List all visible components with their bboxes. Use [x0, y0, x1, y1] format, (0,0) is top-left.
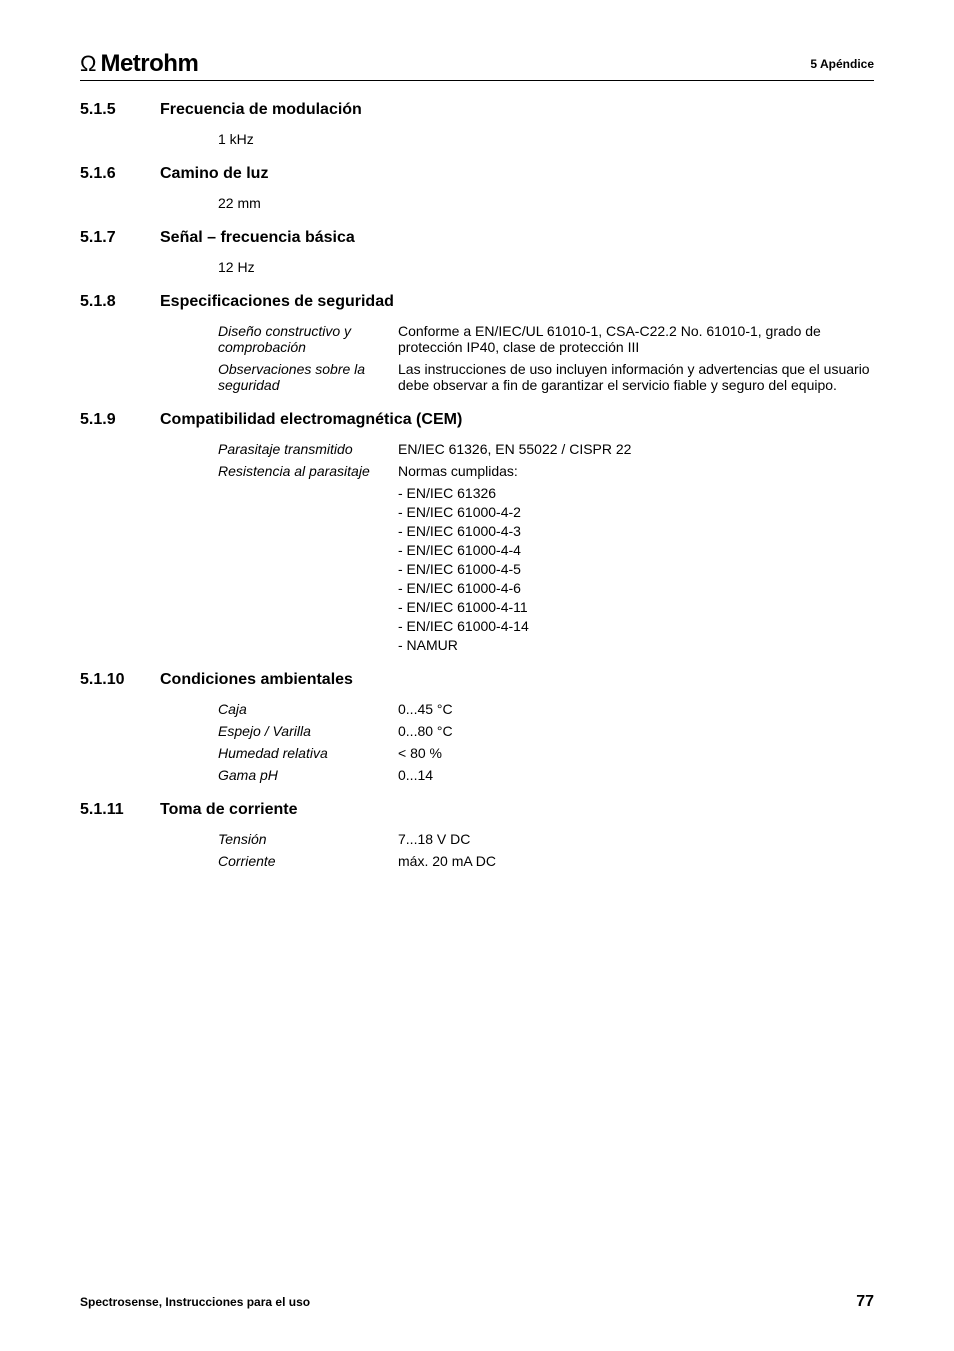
section-number: 5.1.10 — [80, 671, 142, 689]
section-header: 5.1.8 Especificaciones de seguridad — [80, 293, 874, 311]
list-item: - EN/IEC 61000-4-5 — [398, 561, 874, 577]
spec-value: 0...14 — [398, 767, 874, 783]
section-number: 5.1.8 — [80, 293, 142, 311]
list-item: - EN/IEC 61000-4-14 — [398, 618, 874, 634]
spec-value: máx. 20 mA DC — [398, 853, 874, 869]
section-header: 5.1.7 Señal – frecuencia básica — [80, 229, 874, 247]
spec-row: Gama pH 0...14 — [218, 767, 874, 783]
logo-text: Metrohm — [100, 50, 198, 78]
spec-value: 0...45 °C — [398, 701, 874, 717]
section-number: 5.1.6 — [80, 165, 142, 183]
section-number: 5.1.9 — [80, 411, 142, 429]
page-header: Ω Metrohm 5 Apéndice — [80, 50, 874, 81]
section-header: 5.1.10 Condiciones ambientales — [80, 671, 874, 689]
section-5-1-5: 5.1.5 Frecuencia de modulación 1 kHz — [80, 101, 874, 147]
list-item: - EN/IEC 61000-4-11 — [398, 599, 874, 615]
section-header: 5.1.6 Camino de luz — [80, 165, 874, 183]
spec-value: 7...18 V DC — [398, 831, 874, 847]
chapter-label: 5 Apéndice — [810, 57, 874, 71]
page-footer: Spectrosense, Instrucciones para el uso … — [80, 1293, 874, 1311]
list-item: - EN/IEC 61326 — [398, 485, 874, 501]
section-number: 5.1.7 — [80, 229, 142, 247]
spec-row: Tensión 7...18 V DC — [218, 831, 874, 847]
section-content: 22 mm — [218, 195, 874, 211]
spec-label: Gama pH — [218, 767, 398, 783]
section-title: Toma de corriente — [160, 801, 298, 819]
spec-row: Humedad relativa < 80 % — [218, 745, 874, 761]
spec-label: Observaciones sobre la seguridad — [218, 361, 398, 393]
spec-label: Tensión — [218, 831, 398, 847]
section-title: Señal – frecuencia básica — [160, 229, 355, 247]
spec-value: 0...80 °C — [398, 723, 874, 739]
section-5-1-6: 5.1.6 Camino de luz 22 mm — [80, 165, 874, 211]
spec-value: Normas cumplidas: — [398, 463, 874, 479]
section-5-1-10: 5.1.10 Condiciones ambientales Caja 0...… — [80, 671, 874, 783]
section-number: 5.1.11 — [80, 801, 142, 819]
section-title: Condiciones ambientales — [160, 671, 353, 689]
section-title: Especificaciones de seguridad — [160, 293, 394, 311]
spec-label: Diseño constructivo y comprobación — [218, 323, 398, 355]
spec-value: < 80 % — [398, 745, 874, 761]
logo-omega-icon: Ω — [80, 51, 96, 77]
list-item: - EN/IEC 61000-4-3 — [398, 523, 874, 539]
section-5-1-11: 5.1.11 Toma de corriente Tensión 7...18 … — [80, 801, 874, 869]
section-header: 5.1.9 Compatibilidad electromagnética (C… — [80, 411, 874, 429]
section-5-1-7: 5.1.7 Señal – frecuencia básica 12 Hz — [80, 229, 874, 275]
spec-label: Corriente — [218, 853, 398, 869]
section-content: 12 Hz — [218, 259, 874, 275]
spec-row: Parasitaje transmitido EN/IEC 61326, EN … — [218, 441, 874, 457]
section-5-1-8: 5.1.8 Especificaciones de seguridad Dise… — [80, 293, 874, 393]
section-header: 5.1.11 Toma de corriente — [80, 801, 874, 819]
page-number: 77 — [856, 1293, 874, 1311]
footer-text: Spectrosense, Instrucciones para el uso — [80, 1295, 310, 1309]
spec-label: Parasitaje transmitido — [218, 441, 398, 457]
spec-label: Caja — [218, 701, 398, 717]
spec-label: Resistencia al parasitaje — [218, 463, 398, 479]
spec-row: Observaciones sobre la seguridad Las ins… — [218, 361, 874, 393]
spec-value: Las instrucciones de uso incluyen inform… — [398, 361, 874, 393]
spec-label: Espejo / Varilla — [218, 723, 398, 739]
spec-row: Espejo / Varilla 0...80 °C — [218, 723, 874, 739]
list-item: - EN/IEC 61000-4-4 — [398, 542, 874, 558]
spec-row: Resistencia al parasitaje Normas cumplid… — [218, 463, 874, 479]
spec-value: Conforme a EN/IEC/UL 61010-1, CSA-C22.2 … — [398, 323, 874, 355]
section-number: 5.1.5 — [80, 101, 142, 119]
section-5-1-9: 5.1.9 Compatibilidad electromagnética (C… — [80, 411, 874, 653]
list-item: - EN/IEC 61000-4-2 — [398, 504, 874, 520]
section-title: Camino de luz — [160, 165, 268, 183]
section-header: 5.1.5 Frecuencia de modulación — [80, 101, 874, 119]
spec-value: EN/IEC 61326, EN 55022 / CISPR 22 — [398, 441, 874, 457]
spec-row: Caja 0...45 °C — [218, 701, 874, 717]
list-item: - NAMUR — [398, 637, 874, 653]
logo: Ω Metrohm — [80, 50, 198, 78]
section-title: Frecuencia de modulación — [160, 101, 362, 119]
list-item: - EN/IEC 61000-4-6 — [398, 580, 874, 596]
spec-row: Diseño constructivo y comprobación Confo… — [218, 323, 874, 355]
spec-label: Humedad relativa — [218, 745, 398, 761]
section-content: 1 kHz — [218, 131, 874, 147]
section-title: Compatibilidad electromagnética (CEM) — [160, 411, 462, 429]
spec-row: Corriente máx. 20 mA DC — [218, 853, 874, 869]
